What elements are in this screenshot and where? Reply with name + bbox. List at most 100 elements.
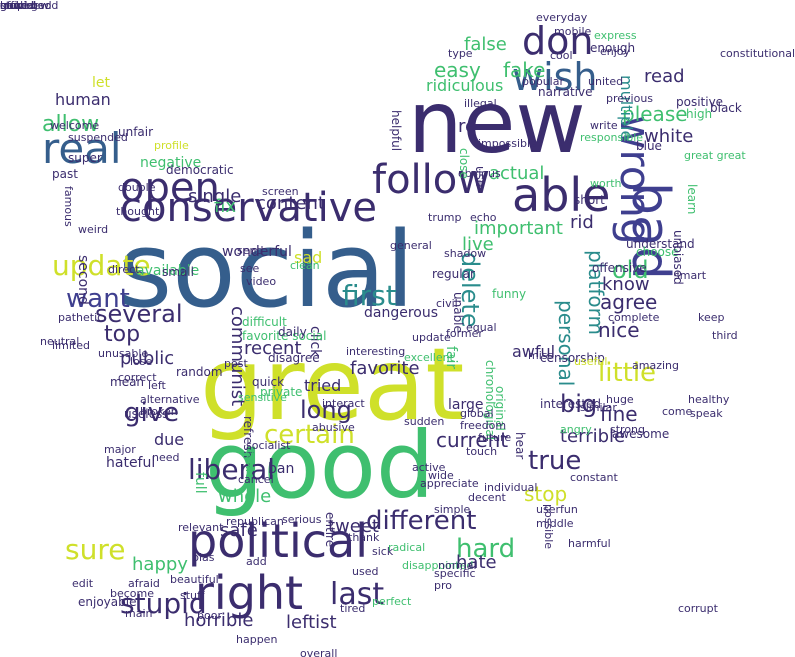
- cloud-word: last: [330, 577, 385, 612]
- cloud-word: good bad: [0, 0, 52, 12]
- cloud-word: horrible: [184, 610, 254, 631]
- cloud-word: impossible: [478, 137, 537, 150]
- cloud-word: difficult: [242, 315, 287, 329]
- cloud-word: ridiculous: [426, 76, 504, 95]
- cloud-word: first: [342, 279, 397, 312]
- cloud-word: screen: [262, 185, 299, 198]
- cloud-word: previous: [606, 92, 654, 105]
- cloud-word: similar: [580, 401, 617, 414]
- cloud-word: unfair: [118, 125, 154, 139]
- cloud-word: small: [162, 265, 194, 279]
- cloud-word: smart: [674, 269, 707, 282]
- cloud-word: constant: [570, 471, 618, 484]
- cloud-word: alternative: [140, 393, 200, 406]
- cloud-word: single: [188, 186, 242, 207]
- cloud-word: agree: [600, 290, 658, 314]
- cloud-word: pro: [434, 579, 452, 592]
- cloud-word: profile: [154, 139, 189, 152]
- cloud-word: several: [95, 300, 183, 328]
- cloud-word: popular: [522, 75, 564, 88]
- cloud-word: due: [154, 430, 185, 449]
- cloud-word: long: [300, 396, 352, 424]
- cloud-word: big: [560, 390, 598, 418]
- cloud-word: main: [125, 607, 153, 620]
- cloud-word: unusable: [98, 347, 149, 360]
- cloud-word: shadow: [444, 247, 487, 260]
- cloud-word: constitutional: [720, 47, 795, 60]
- cloud-word: funny: [492, 287, 527, 301]
- cloud-word: broken: [140, 405, 178, 418]
- cloud-word: high: [686, 107, 713, 121]
- cloud-word: live: [462, 234, 494, 255]
- cloud-word: sudden: [404, 415, 445, 428]
- cloud-word: hard: [456, 534, 516, 564]
- cloud-word: third: [712, 329, 738, 342]
- cloud-word: trump: [428, 211, 462, 224]
- cloud-word: responsible: [580, 131, 644, 144]
- cloud-word: speak: [690, 407, 723, 420]
- cloud-word: locked: [0, 0, 36, 12]
- cloud-word: official: [0, 0, 37, 12]
- cloud-word: major: [104, 443, 136, 456]
- cloud-word: choose: [636, 245, 679, 259]
- cloud-word: republican: [226, 515, 284, 528]
- cloud-word: echo: [470, 211, 497, 224]
- cloud-word: wonderful: [222, 244, 292, 260]
- cloud-word: little: [598, 358, 657, 388]
- cloud-word: overall: [300, 647, 338, 657]
- cloud-word: use: [473, 166, 487, 188]
- cloud-word: wide: [428, 469, 454, 482]
- cloud-word: post: [224, 357, 248, 370]
- cloud-word: useful: [574, 355, 608, 368]
- cloud-word: enjoy: [600, 45, 631, 58]
- cloud-word: send: [237, 244, 264, 257]
- cloud-word: hate: [456, 552, 497, 573]
- cloud-word: old: [612, 256, 649, 284]
- cloud-word: good good: [0, 0, 59, 12]
- cloud-word: mean: [110, 375, 145, 389]
- cloud-word: fun: [560, 503, 578, 516]
- cloud-word: general: [390, 239, 432, 252]
- cloud-word: private: [260, 385, 303, 399]
- cloud-word: stop: [524, 482, 568, 506]
- cloud-word: lose: [130, 355, 153, 368]
- cloud-word: double: [118, 181, 156, 194]
- cloud-word: user: [536, 503, 560, 516]
- cloud-word: united: [588, 75, 624, 88]
- cloud-word: cancel: [238, 473, 274, 486]
- cloud-word: hear: [513, 432, 527, 460]
- cloud-word: top: [104, 322, 141, 347]
- cloud-word: democratic: [166, 163, 234, 177]
- cloud-word: good: [205, 412, 435, 519]
- cloud-word: left: [148, 379, 166, 392]
- cloud-word: awful: [512, 342, 556, 361]
- cloud-word: serious: [282, 513, 322, 526]
- cloud-word: fix: [214, 196, 236, 217]
- cloud-word: clean: [290, 259, 320, 272]
- cloud-word: disappointed: [402, 559, 474, 572]
- cloud-word: understand: [626, 237, 695, 251]
- cloud-word: real: [42, 124, 122, 173]
- cloud-word: neutral: [40, 335, 80, 348]
- cloud-word: able: [512, 168, 611, 222]
- cloud-word: perfect: [372, 595, 412, 608]
- cloud-word: regular: [432, 267, 475, 281]
- cloud-word: daily: [278, 325, 307, 339]
- cloud-word: specific: [434, 567, 476, 580]
- cloud-word: narrative: [538, 85, 593, 99]
- cloud-word: nice: [598, 318, 640, 342]
- cloud-word: amazing: [632, 359, 679, 372]
- cloud-word: interesting: [346, 345, 406, 358]
- cloud-word: happy: [132, 554, 188, 575]
- cloud-word: touch: [466, 445, 498, 458]
- cloud-word: fine: [600, 402, 638, 426]
- cloud-word: fake: [503, 58, 546, 82]
- cloud-word: tried: [304, 376, 342, 395]
- cloud-word: offensive: [592, 261, 647, 275]
- cloud-word: awesome: [612, 427, 670, 441]
- cloud-word: radical: [388, 541, 426, 554]
- cloud-word: open: [120, 165, 220, 211]
- cloud-word: conservative: [120, 185, 377, 231]
- cloud-word: leftist: [286, 612, 337, 633]
